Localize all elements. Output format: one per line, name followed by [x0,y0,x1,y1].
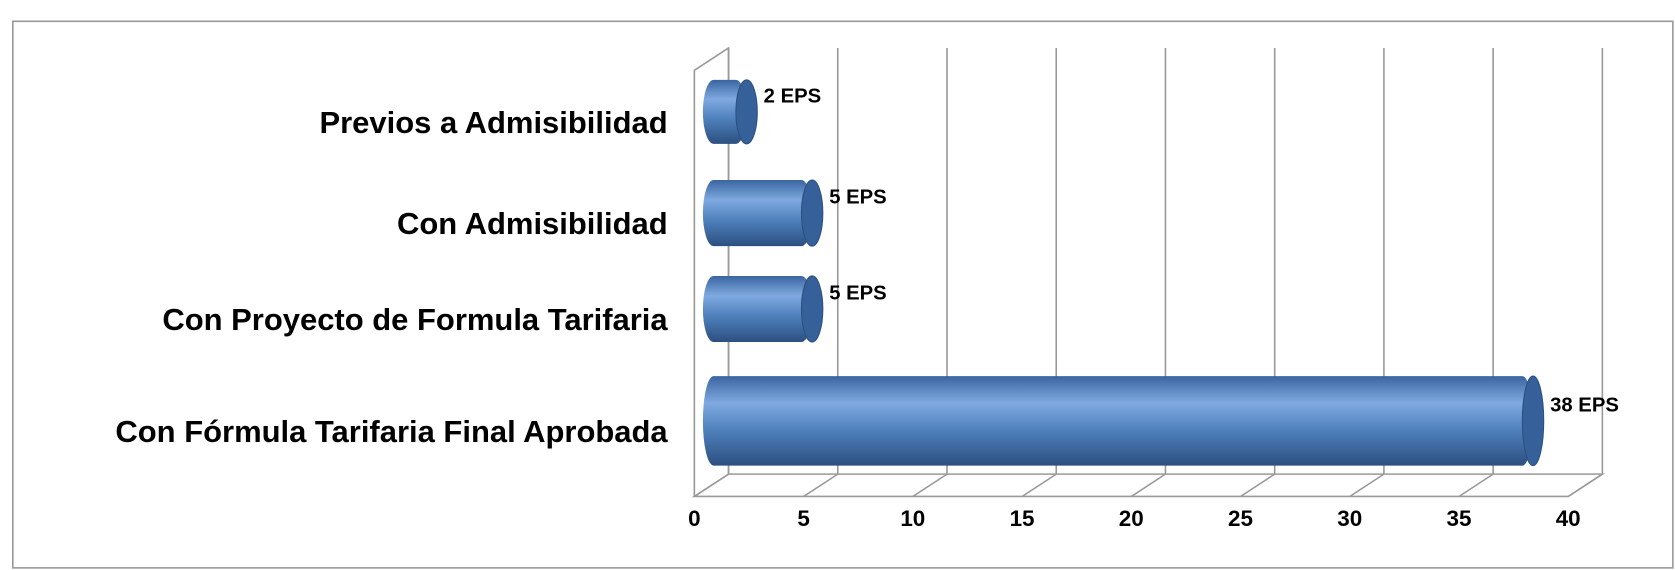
category-label: Previos a Admisibilidad [319,105,667,140]
value-label: 2 EPS [764,85,821,107]
x-tick-label: 15 [1010,506,1035,531]
bar-cap [800,179,824,247]
value-label: 38 EPS [1550,394,1619,416]
floor-line [912,473,948,498]
x-tick-label: 35 [1446,506,1471,531]
category-label: Con Admisibilidad [397,206,668,241]
category-label: Con Proyecto de Formula Tarifaria [162,302,668,337]
bar [702,79,747,144]
floor-line [1349,473,1385,498]
bar-cap [800,275,824,343]
x-tick-label: 5 [797,506,809,531]
floor-line [1021,473,1057,498]
bar [702,275,813,342]
floor-line [1458,473,1494,498]
x-tick-label: 25 [1228,506,1253,531]
x-tick-label: 40 [1556,506,1581,531]
bar [702,180,813,247]
value-label: 5 EPS [829,187,886,209]
floor-line [1240,473,1276,498]
category-label: Con Fórmula Tarifaria Final Aprobada [115,414,668,449]
x-tick-label: 20 [1119,506,1144,531]
floor-line [803,473,839,498]
floor-line [1130,473,1166,498]
floor-line [693,473,729,498]
floor-line [1567,473,1603,498]
x-tick-label: 0 [688,506,700,531]
x-tick-label: 30 [1337,506,1362,531]
bar [702,376,1534,466]
bar-cap [1521,375,1545,467]
bar-cap [735,79,758,145]
value-label: 5 EPS [829,282,886,304]
x-tick-label: 10 [900,506,925,531]
